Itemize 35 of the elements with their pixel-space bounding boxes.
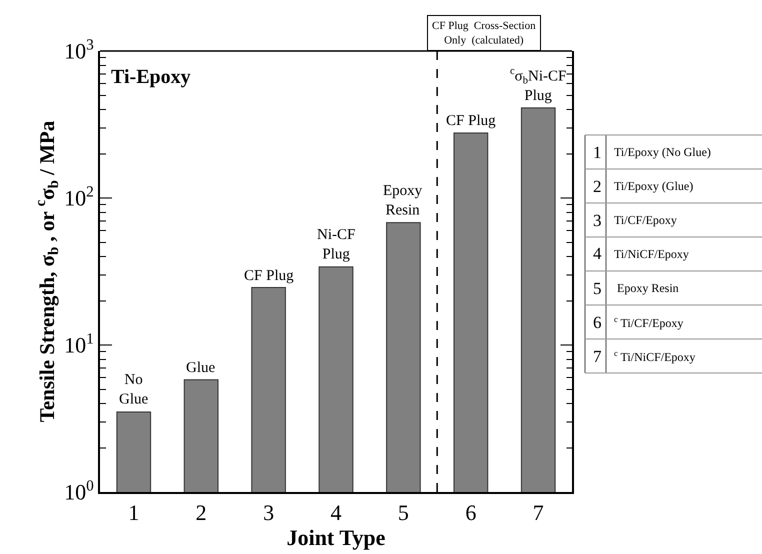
y-tick-label: 10$^{3}$ [64, 36, 94, 64]
text: 4 [593, 244, 602, 263]
text: Ti-Epoxy [111, 66, 191, 88]
annotation: Epoxy Resin [383, 183, 423, 218]
text: 6 [593, 313, 602, 332]
annotation: Ni-CF Plug [317, 227, 356, 262]
text: Ti/Epoxy (No Glue) [614, 145, 711, 159]
text: 2 [593, 177, 602, 196]
annotation: CF Plug [446, 113, 496, 129]
text: $^{c}$ Ti/CF/Epoxy [614, 315, 684, 330]
y-tick-label: 10$^{0}$ [64, 477, 94, 505]
annotation: No Glue [119, 372, 148, 408]
text: Ti/NiCF/Epoxy [614, 247, 689, 261]
text: 7 [593, 347, 602, 366]
x-tick-label: 2 [196, 500, 207, 526]
x-axis-title: Joint Type [286, 525, 386, 550]
annotation: Glue [186, 360, 216, 376]
x-tick-label: 4 [330, 500, 342, 526]
text: Ti/Epoxy (Glue) [614, 179, 694, 193]
x-tick-label: 7 [532, 500, 544, 526]
text: $^{c}$ Ti/NiCF/Epoxy [614, 349, 696, 364]
ref-line-label: CF Plug Cross-Section Only (calculated) [432, 20, 536, 46]
text: Ti/CF/Epoxy [614, 213, 677, 227]
x-tick-label: 3 [263, 500, 274, 526]
text: 3 [593, 211, 602, 230]
y-tick-label: 10$^{2}$ [64, 183, 94, 211]
text: 5 [593, 279, 602, 298]
y-tick-label: 10$^{1}$ [64, 330, 94, 358]
annotation: $^{c}$σ$_{b}$Ni-CF Plug [510, 66, 566, 104]
text: 1 [593, 143, 602, 162]
x-tick-label: 1 [128, 500, 140, 526]
text: Epoxy Resin [614, 281, 679, 295]
annotation: CF Plug [244, 268, 294, 284]
x-tick-label: 5 [398, 500, 409, 526]
x-tick-label: 6 [465, 500, 476, 526]
